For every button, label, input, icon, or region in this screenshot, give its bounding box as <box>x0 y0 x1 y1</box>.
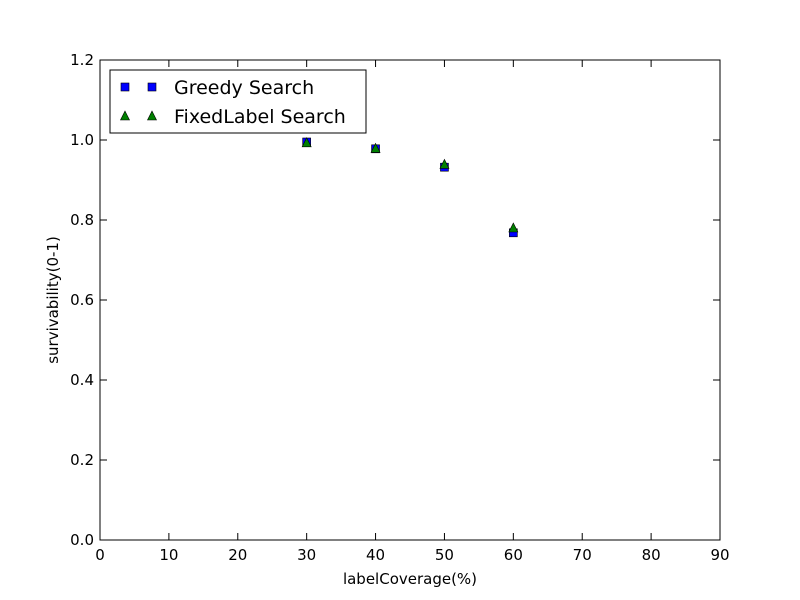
legend-entry-label: Greedy Search <box>174 77 314 99</box>
x-tick-label: 80 <box>642 546 661 564</box>
fixedlabel-search-point <box>508 222 519 233</box>
y-tick-label: 1.2 <box>70 51 94 69</box>
x-tick-label: 70 <box>573 546 592 564</box>
x-tick-label: 50 <box>435 546 454 564</box>
plot-frame <box>99 59 721 541</box>
x-tick-label: 40 <box>366 546 385 564</box>
axis-ticks: 0 10 20 30 40 50 60 70 80 90 0.0 0.2 0.4 0.6 0.8 1.0 1.2 <box>70 51 729 564</box>
x-axis-label: labelCoverage(%) <box>343 570 477 588</box>
y-tick-label: 0.2 <box>70 451 94 469</box>
x-tick-label: 90 <box>710 546 729 564</box>
legend-entry-label: FixedLabel Search <box>174 106 346 128</box>
fixedlabel-search-point <box>439 158 450 169</box>
greedy-search-legend-marker <box>120 82 130 92</box>
fixedlabel-search-point <box>370 142 381 153</box>
y-tick-label: 0.0 <box>70 531 94 549</box>
legend-box <box>109 69 367 134</box>
x-tick-label: 60 <box>504 546 523 564</box>
x-tick-label: 30 <box>297 546 316 564</box>
data-points <box>301 137 519 238</box>
x-tick-label: 20 <box>228 546 247 564</box>
y-tick-label: 0.6 <box>70 291 94 309</box>
x-tick-label: 0 <box>95 546 105 564</box>
x-tick-label: 10 <box>159 546 178 564</box>
fixedlabel-search-legend-marker <box>120 110 130 121</box>
fixedlabel-search-point <box>301 137 312 148</box>
y-tick-label: 1.0 <box>70 131 94 149</box>
fixedlabel-search-legend-marker <box>147 110 157 121</box>
y-axis-label: survivability(0-1) <box>44 236 62 364</box>
greedy-search-legend-marker <box>147 82 157 92</box>
legend: Greedy Search FixedLabel Search <box>109 69 367 134</box>
y-tick-label: 0.8 <box>70 211 94 229</box>
y-tick-label: 0.4 <box>70 371 94 389</box>
plot-area <box>100 60 720 540</box>
